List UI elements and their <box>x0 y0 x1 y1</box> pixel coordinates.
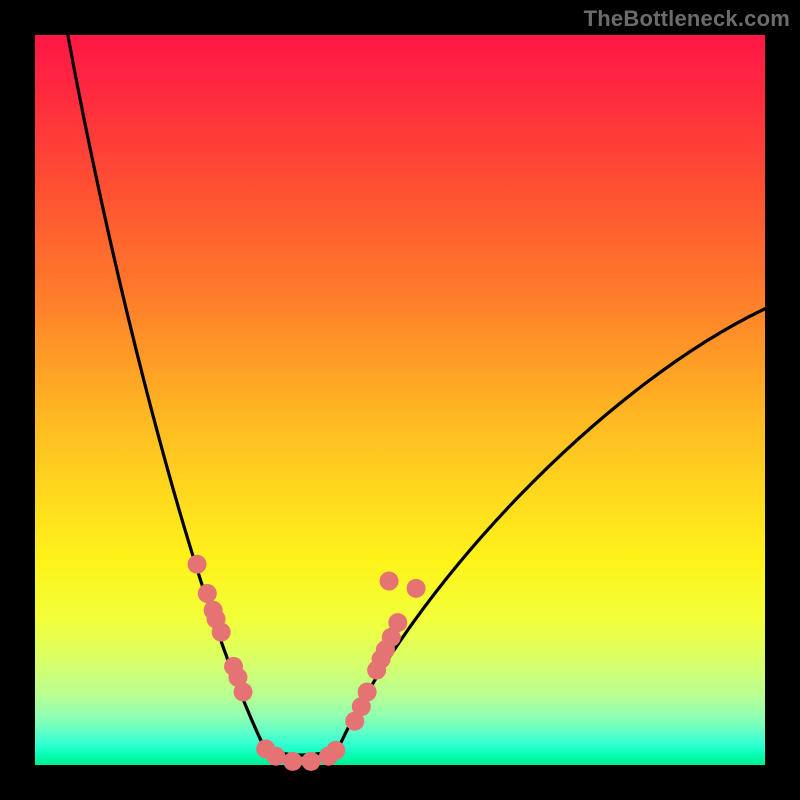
watermark-text: TheBottleneck.com <box>584 6 790 32</box>
marker-dot <box>301 752 320 771</box>
figure-container: TheBottleneck.com <box>0 0 800 800</box>
marker-dot <box>388 613 407 632</box>
marker-dot <box>358 683 377 702</box>
marker-dot <box>407 579 426 598</box>
plot-area <box>35 35 765 765</box>
curve-layer <box>35 35 765 765</box>
marker-dot <box>326 741 345 760</box>
marker-dot <box>212 623 231 642</box>
scatter-markers <box>188 555 426 771</box>
marker-dot <box>234 683 253 702</box>
marker-dot <box>266 747 285 766</box>
marker-dot <box>283 752 302 771</box>
marker-dot <box>380 572 399 591</box>
marker-dot <box>188 555 207 574</box>
marker-dot <box>198 584 217 603</box>
v-curve <box>68 35 765 755</box>
